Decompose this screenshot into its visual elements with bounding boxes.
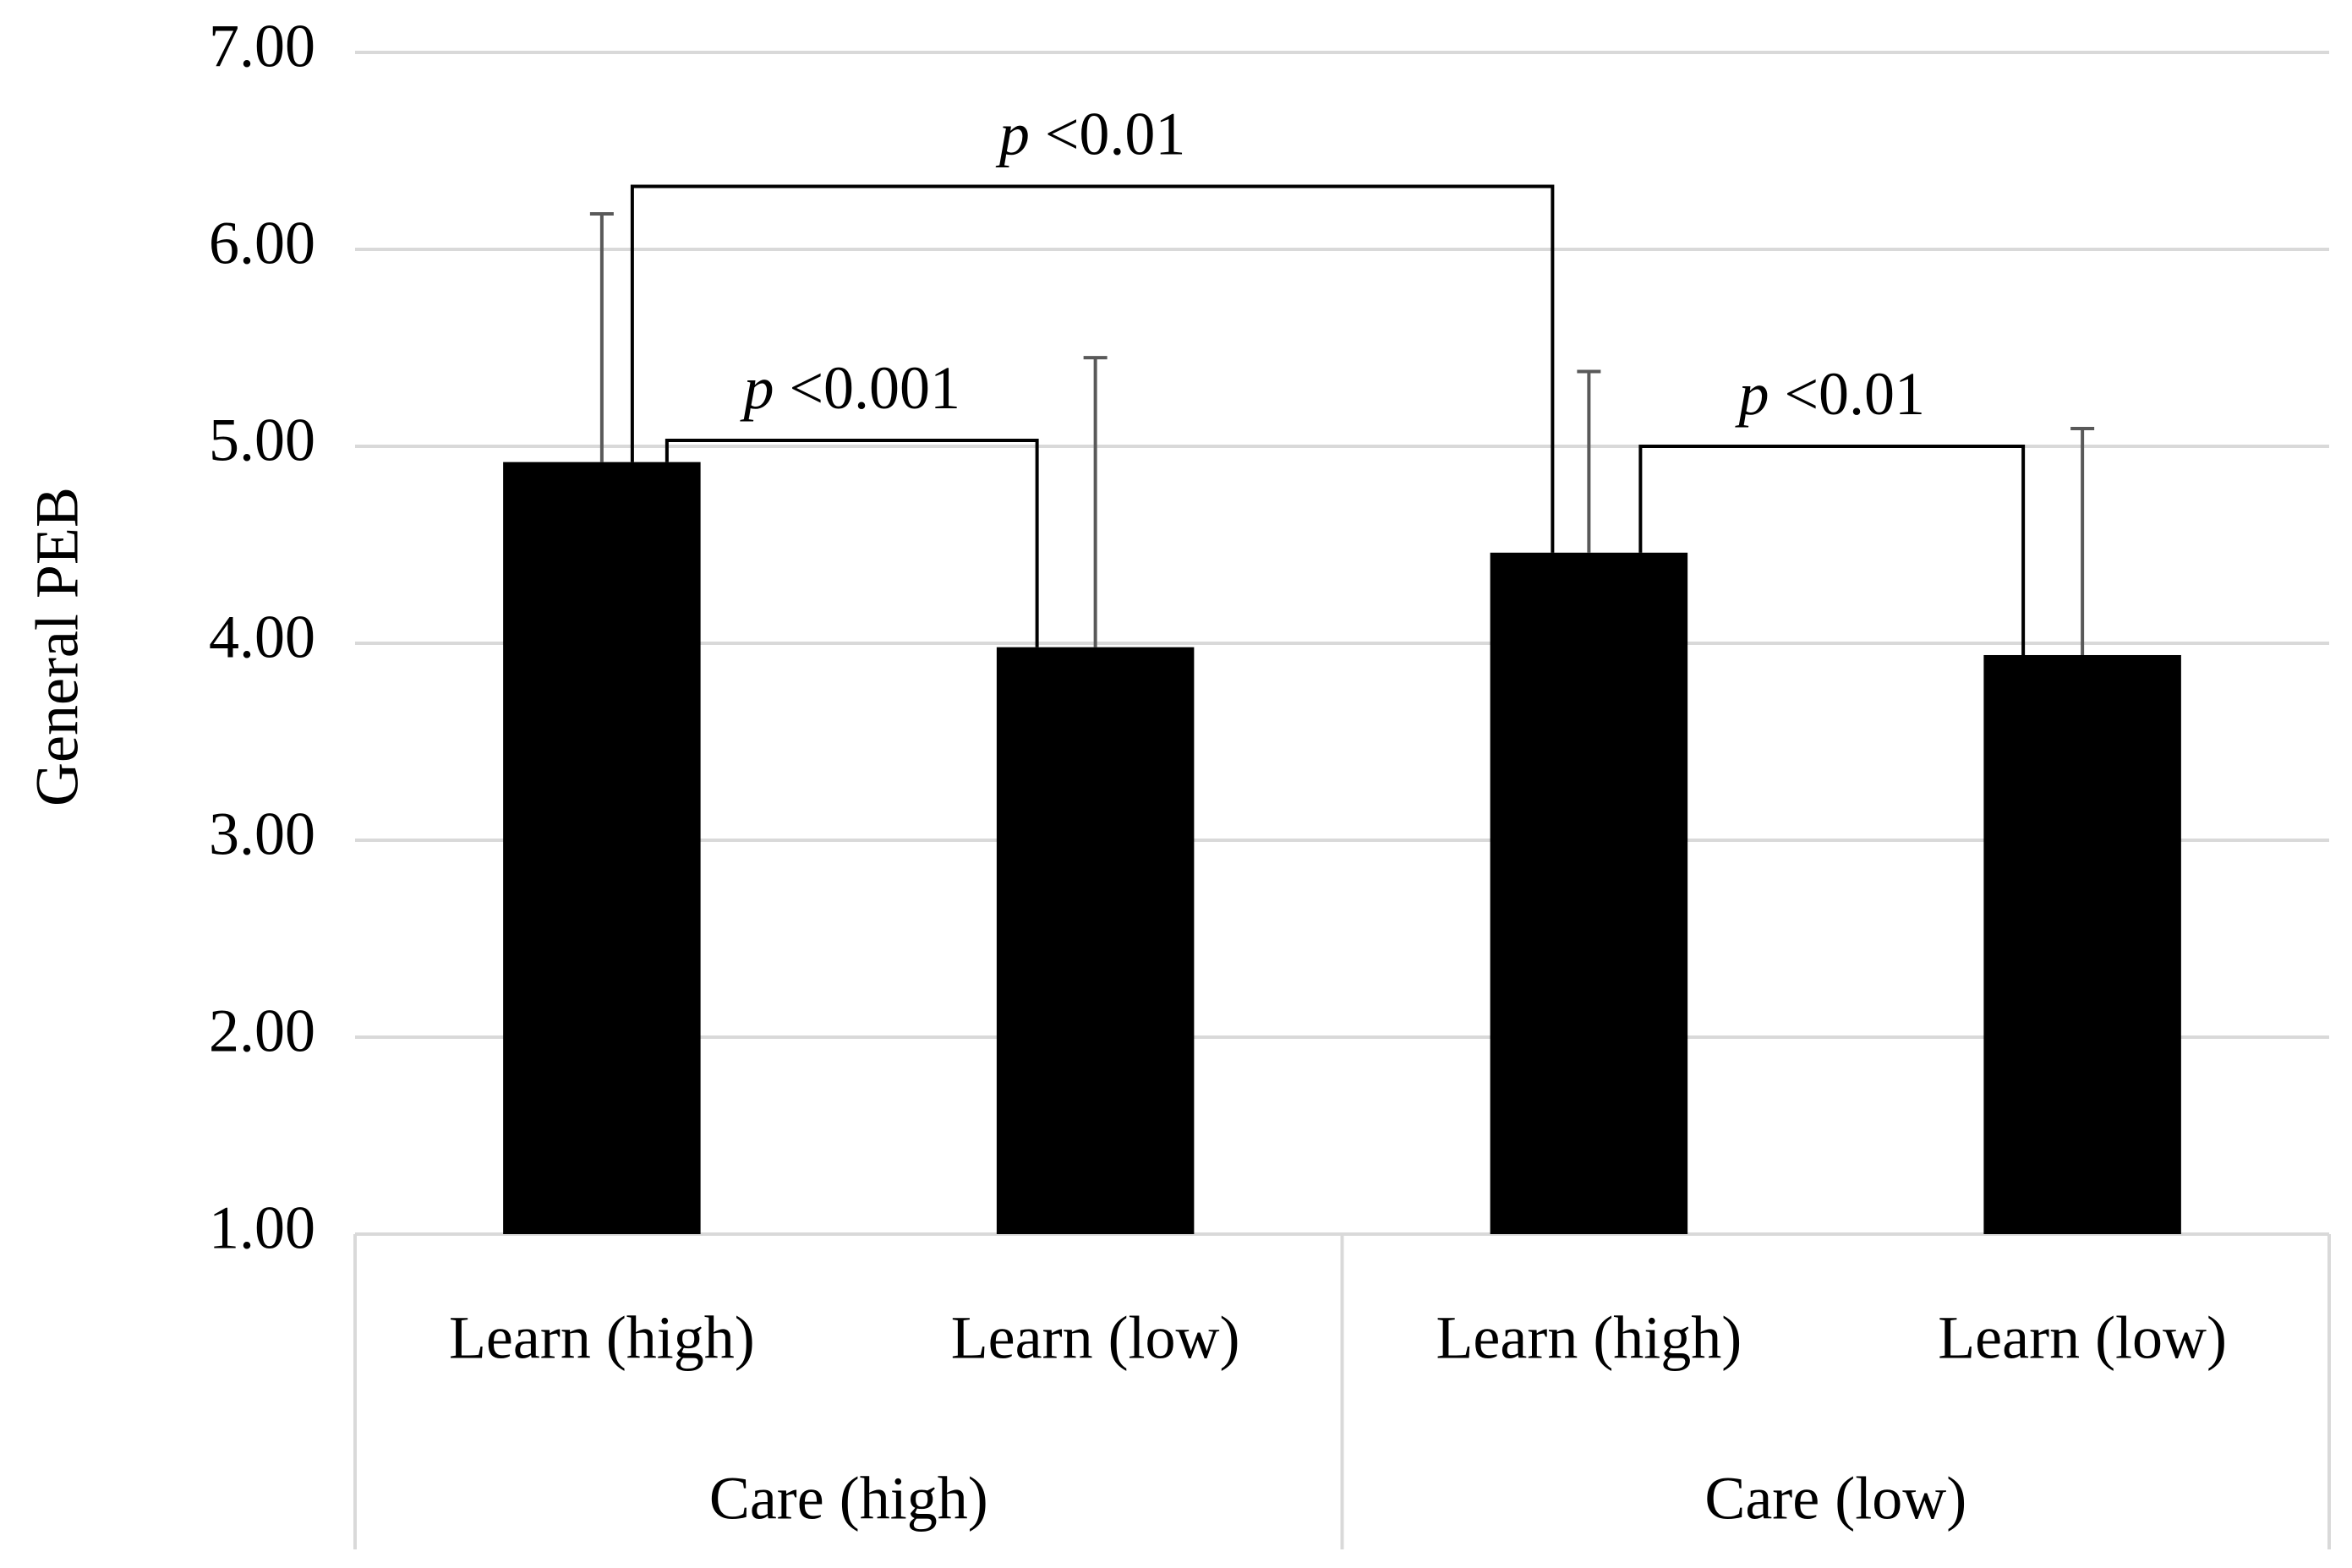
- significance-bracket: [630, 184, 1555, 553]
- significance-bracket: [1638, 445, 2026, 655]
- error-bar: [589, 212, 614, 462]
- significance-p: p: [1734, 360, 1769, 428]
- y-tick-label: 2.00: [209, 997, 315, 1065]
- x-tick-label: Learn (high): [449, 1304, 755, 1372]
- error-bar: [2070, 427, 2095, 655]
- significance-label: p <0.001: [739, 354, 960, 422]
- group-label: Care (low): [1704, 1465, 1966, 1532]
- y-tick-label: 1.00: [209, 1194, 315, 1262]
- bar: [1490, 552, 1688, 1234]
- error-bar: [1577, 369, 1601, 553]
- y-axis-label: General PEB: [24, 487, 91, 806]
- significance-p: p: [739, 354, 774, 422]
- x-tick-label: Learn (high): [1436, 1304, 1742, 1372]
- bar: [1983, 654, 2181, 1234]
- x-tick-label: Learn (low): [1938, 1304, 2227, 1372]
- x-tick-label: Learn (low): [951, 1304, 1240, 1372]
- error-bar: [1083, 356, 1108, 647]
- significance-p: p: [995, 100, 1030, 167]
- y-tick-label: 5.00: [209, 407, 315, 474]
- bar: [996, 647, 1195, 1234]
- significance-label: p <0.01: [995, 100, 1186, 167]
- significance-bracket: [665, 439, 1039, 647]
- bar: [503, 462, 701, 1234]
- y-tick-label: 3.00: [209, 800, 315, 868]
- y-tick-label: 4.00: [209, 604, 315, 671]
- significance-value: <0.001: [789, 354, 960, 422]
- significance-value: <0.01: [1045, 100, 1186, 167]
- y-tick-label: 6.00: [209, 210, 315, 277]
- y-tick-label: 7.00: [209, 13, 315, 80]
- significance-label: p <0.01: [1734, 360, 1925, 428]
- significance-value: <0.01: [1784, 360, 1925, 428]
- group-label: Care (high): [709, 1465, 988, 1532]
